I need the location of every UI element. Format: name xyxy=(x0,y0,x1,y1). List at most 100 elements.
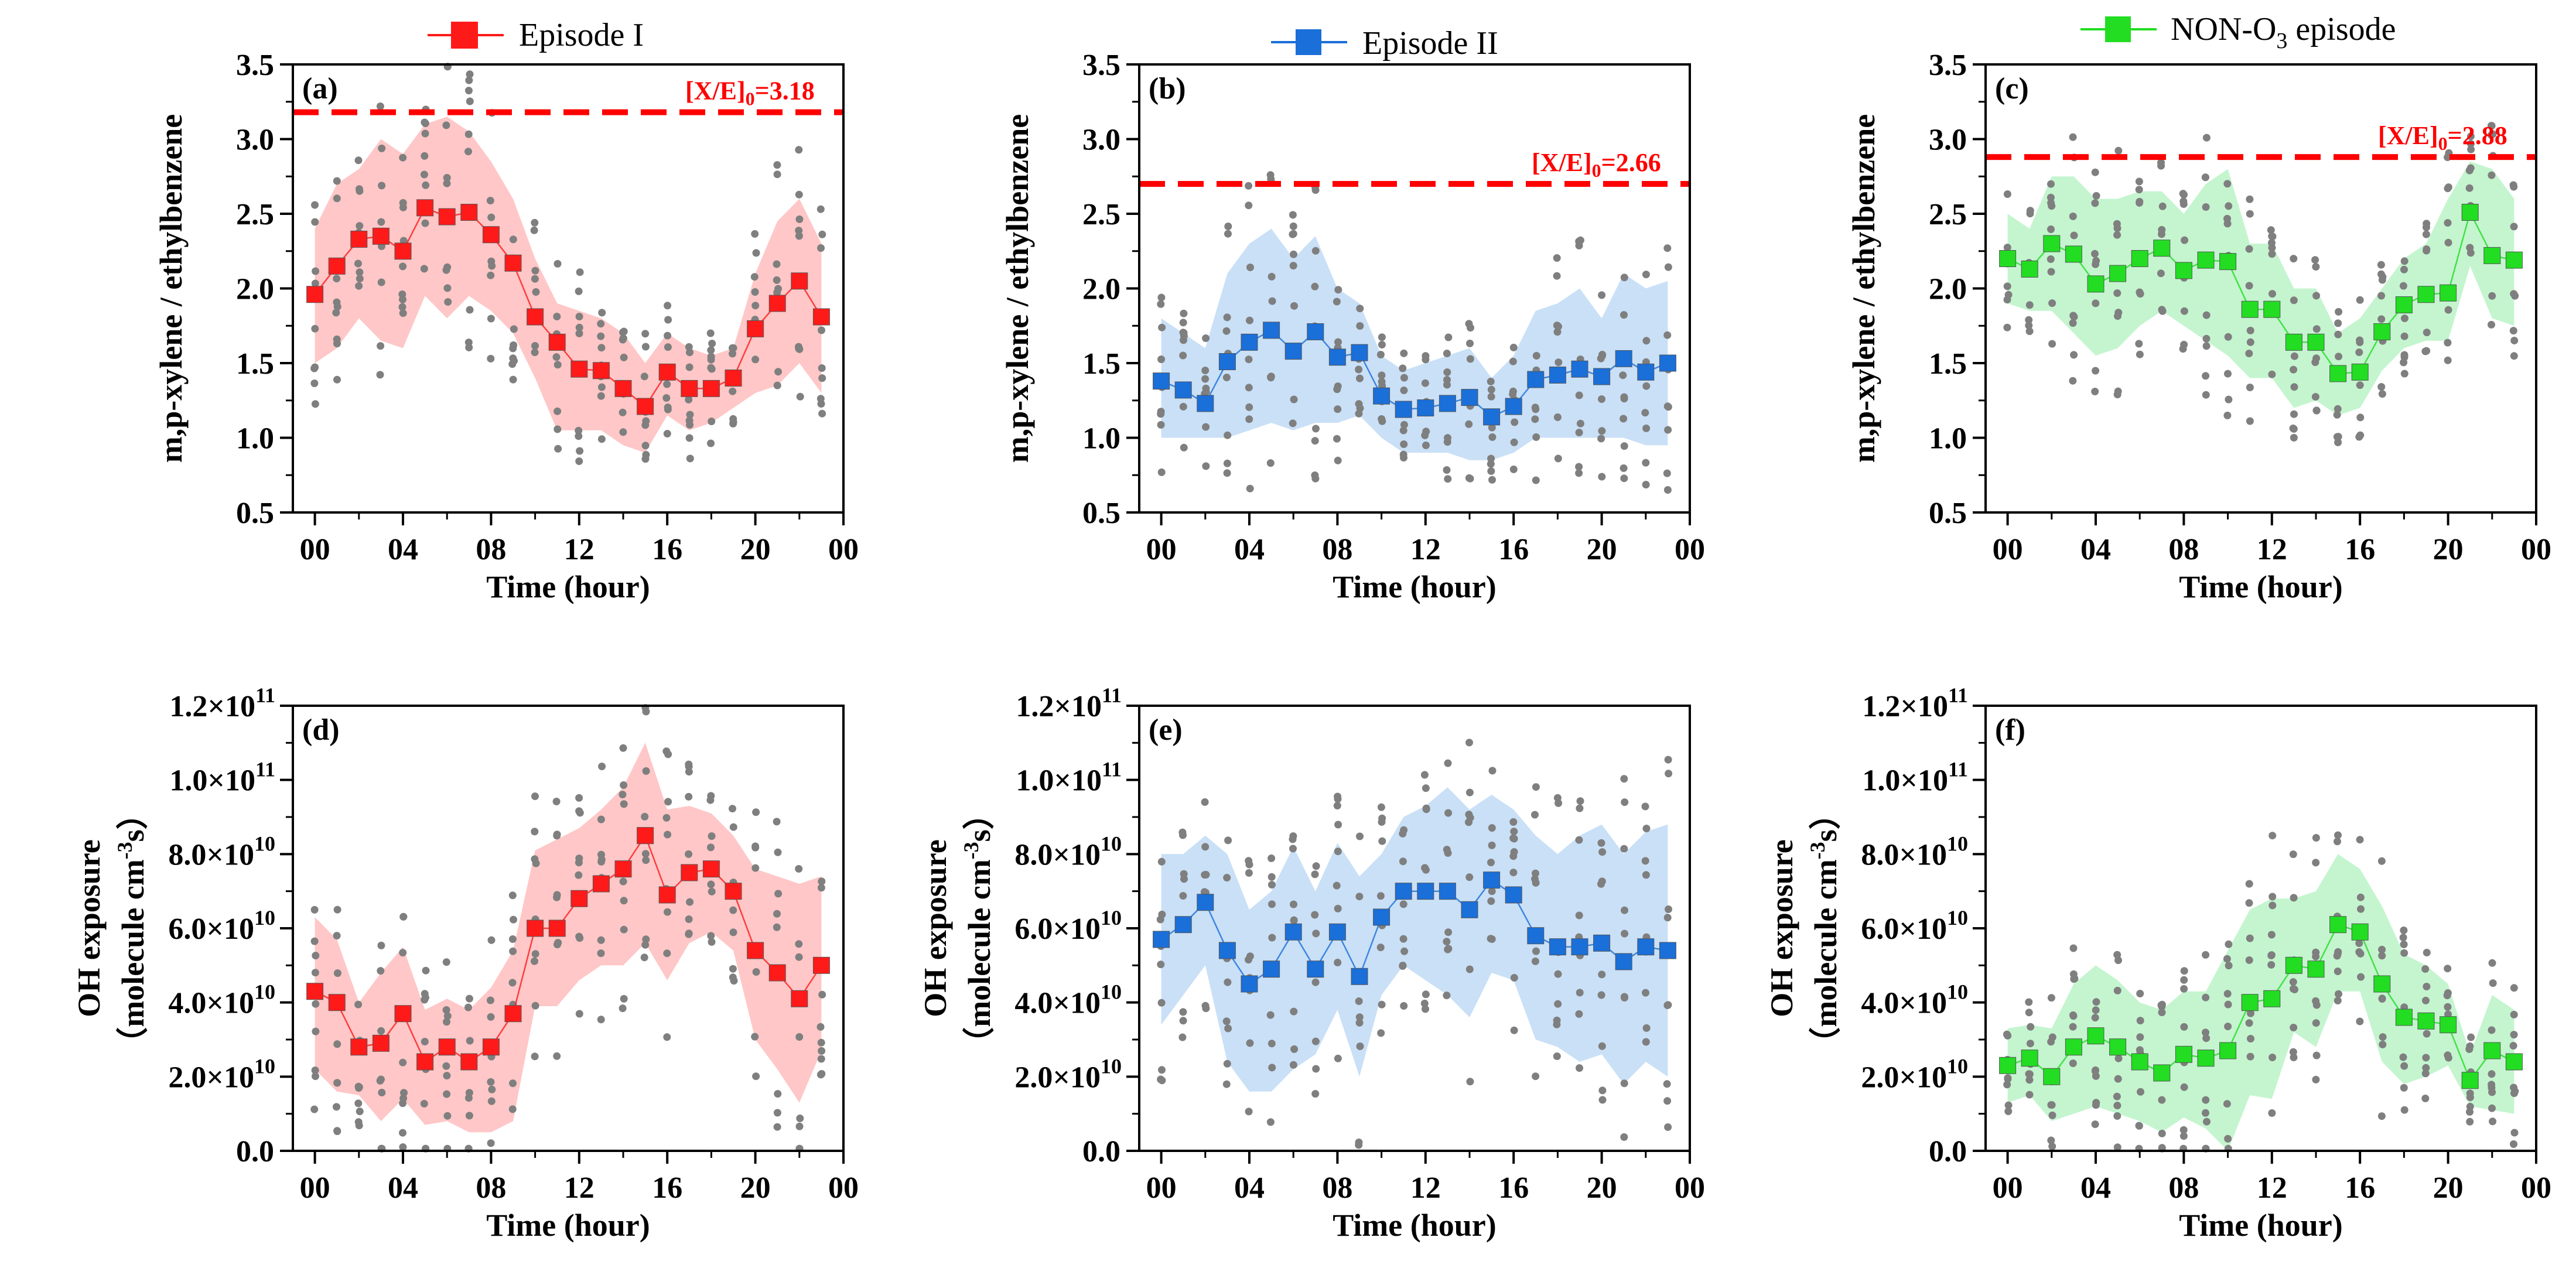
chart-5-dot xyxy=(1266,1118,1275,1126)
chart-4-dot xyxy=(487,936,496,944)
chart-1-dot xyxy=(795,232,803,240)
chart-3-dot xyxy=(2488,320,2495,329)
chart-3-dot xyxy=(2246,195,2254,203)
chart-3-ylabel: m,p-xylene / ethylbenzene xyxy=(1846,114,1881,463)
chart-2-xtick-label: 20 xyxy=(1587,533,1617,566)
chart-1-dot xyxy=(752,249,760,257)
chart-4-dot xyxy=(620,994,628,1003)
chart-6-dot xyxy=(2026,1040,2034,1048)
chart-5-dot xyxy=(1597,880,1605,888)
chart-3-dot xyxy=(2003,296,2011,304)
chart-4-dot xyxy=(620,897,628,905)
chart-1-dot xyxy=(641,455,650,463)
chart-1-ytick-label: 1.5 xyxy=(236,347,274,381)
chart-6-dot xyxy=(2400,1062,2408,1070)
chart-6-marker xyxy=(2329,916,2347,934)
chart-1-dot xyxy=(818,326,825,334)
chart-3-dot xyxy=(2157,162,2165,170)
chart-6-dot xyxy=(2379,1041,2387,1048)
chart-1-dot xyxy=(356,187,364,195)
chart-2-dot xyxy=(1246,264,1254,271)
chart-3-marker xyxy=(2505,251,2523,269)
chart-1-dot xyxy=(333,340,341,348)
chart-2-dot xyxy=(1267,374,1275,382)
chart-5-marker xyxy=(1505,886,1522,904)
chart-5-dot xyxy=(1553,1052,1561,1060)
chart-2-ytick-label: 3.0 xyxy=(1082,124,1120,157)
chart-4-dot xyxy=(553,1052,561,1060)
chart-4-sample-dots xyxy=(310,704,826,1153)
chart-5-dot xyxy=(1289,845,1297,853)
chart-3-marker xyxy=(2065,245,2082,263)
chart-2-dot xyxy=(1642,481,1650,488)
chart-2-dot xyxy=(1290,250,1297,258)
chart-2-dot xyxy=(1421,379,1429,387)
chart-2-dot xyxy=(1444,475,1452,483)
chart-6-xtick-label: 08 xyxy=(2168,1171,2199,1205)
chart-3-dot xyxy=(2312,263,2320,271)
chart-4-xtick-label: 08 xyxy=(476,1171,506,1205)
chart-2-marker xyxy=(1351,344,1368,361)
chart-3-dot xyxy=(2245,350,2253,357)
chart-1-dot xyxy=(531,218,539,227)
chart-2-xtick-label: 16 xyxy=(1498,533,1529,566)
chart-5-dot xyxy=(1642,825,1651,833)
chart-6-marker xyxy=(2373,975,2391,993)
chart-2-dot xyxy=(1443,368,1451,376)
chart-2-dot xyxy=(1532,351,1540,360)
chart-3-dot xyxy=(2290,365,2298,374)
chart-3-dot xyxy=(2202,134,2211,142)
chart-1-dot xyxy=(773,381,781,389)
chart-2-dot xyxy=(1290,395,1298,404)
chart-2-ytick-label: 1.5 xyxy=(1082,347,1120,381)
chart-4-ylabel-line1: OH exposure xyxy=(71,839,107,1017)
chart-5-dot xyxy=(1488,887,1496,895)
chart-1-dot xyxy=(619,408,627,416)
chart-1-dot xyxy=(399,309,407,317)
chart-2-dot xyxy=(1289,222,1297,230)
chart-3-marker xyxy=(2329,365,2347,382)
chart-3-dot xyxy=(2334,438,2342,446)
chart-3-dot xyxy=(2466,132,2475,141)
chart-1-dot xyxy=(399,262,407,271)
chart-6-dot xyxy=(2004,1101,2013,1109)
chart-2-dot xyxy=(1663,469,1671,477)
chart-2-dot xyxy=(1245,384,1253,392)
chart-3-dot xyxy=(2225,395,2233,404)
chart-3-dot xyxy=(2334,319,2342,327)
chart-4-dot xyxy=(816,1023,825,1031)
chart-3-dot xyxy=(2444,238,2452,247)
chart-4-dot xyxy=(818,877,826,886)
chart-1-dot xyxy=(510,325,518,333)
chart-2-marker xyxy=(1659,354,1676,372)
chart-5-dot xyxy=(1311,870,1319,879)
chart-1-dot xyxy=(817,244,825,252)
chart-1-dot xyxy=(311,324,319,333)
chart-3-marker xyxy=(2197,251,2215,269)
chart-4-xtick-label: 00 xyxy=(828,1171,859,1205)
chart-3-dot xyxy=(2069,312,2078,320)
chart-2-dot xyxy=(1334,338,1342,346)
chart-1-dot xyxy=(464,148,472,156)
chart-4-marker xyxy=(570,890,588,907)
chart-5-dot xyxy=(1422,866,1430,874)
chart-3-marker xyxy=(2043,235,2061,252)
chart-2-dot xyxy=(1487,392,1495,401)
chart-3-dot xyxy=(2003,323,2011,331)
chart-5-dot xyxy=(1399,857,1407,866)
chart-2-xlabel: Time (hour) xyxy=(1333,569,1497,604)
chart-5-dot xyxy=(1444,809,1453,817)
chart-1-dot xyxy=(443,174,451,182)
chart-5-dot xyxy=(1466,1078,1474,1086)
chart-6-dot xyxy=(2246,1052,2254,1061)
chart-5-dot xyxy=(1378,1000,1386,1009)
chart-2-dot xyxy=(1157,293,1166,302)
chart-6-dot xyxy=(2444,965,2452,973)
chart-4-dot xyxy=(508,979,517,987)
chart-5-dot xyxy=(1268,934,1276,942)
chart-6-dot xyxy=(2510,1031,2518,1039)
chart-5-dot xyxy=(1311,1090,1320,1098)
chart-3-marker xyxy=(2131,250,2148,267)
chart-6-dot xyxy=(2092,1006,2100,1014)
chart-5-dot xyxy=(1223,1059,1231,1068)
